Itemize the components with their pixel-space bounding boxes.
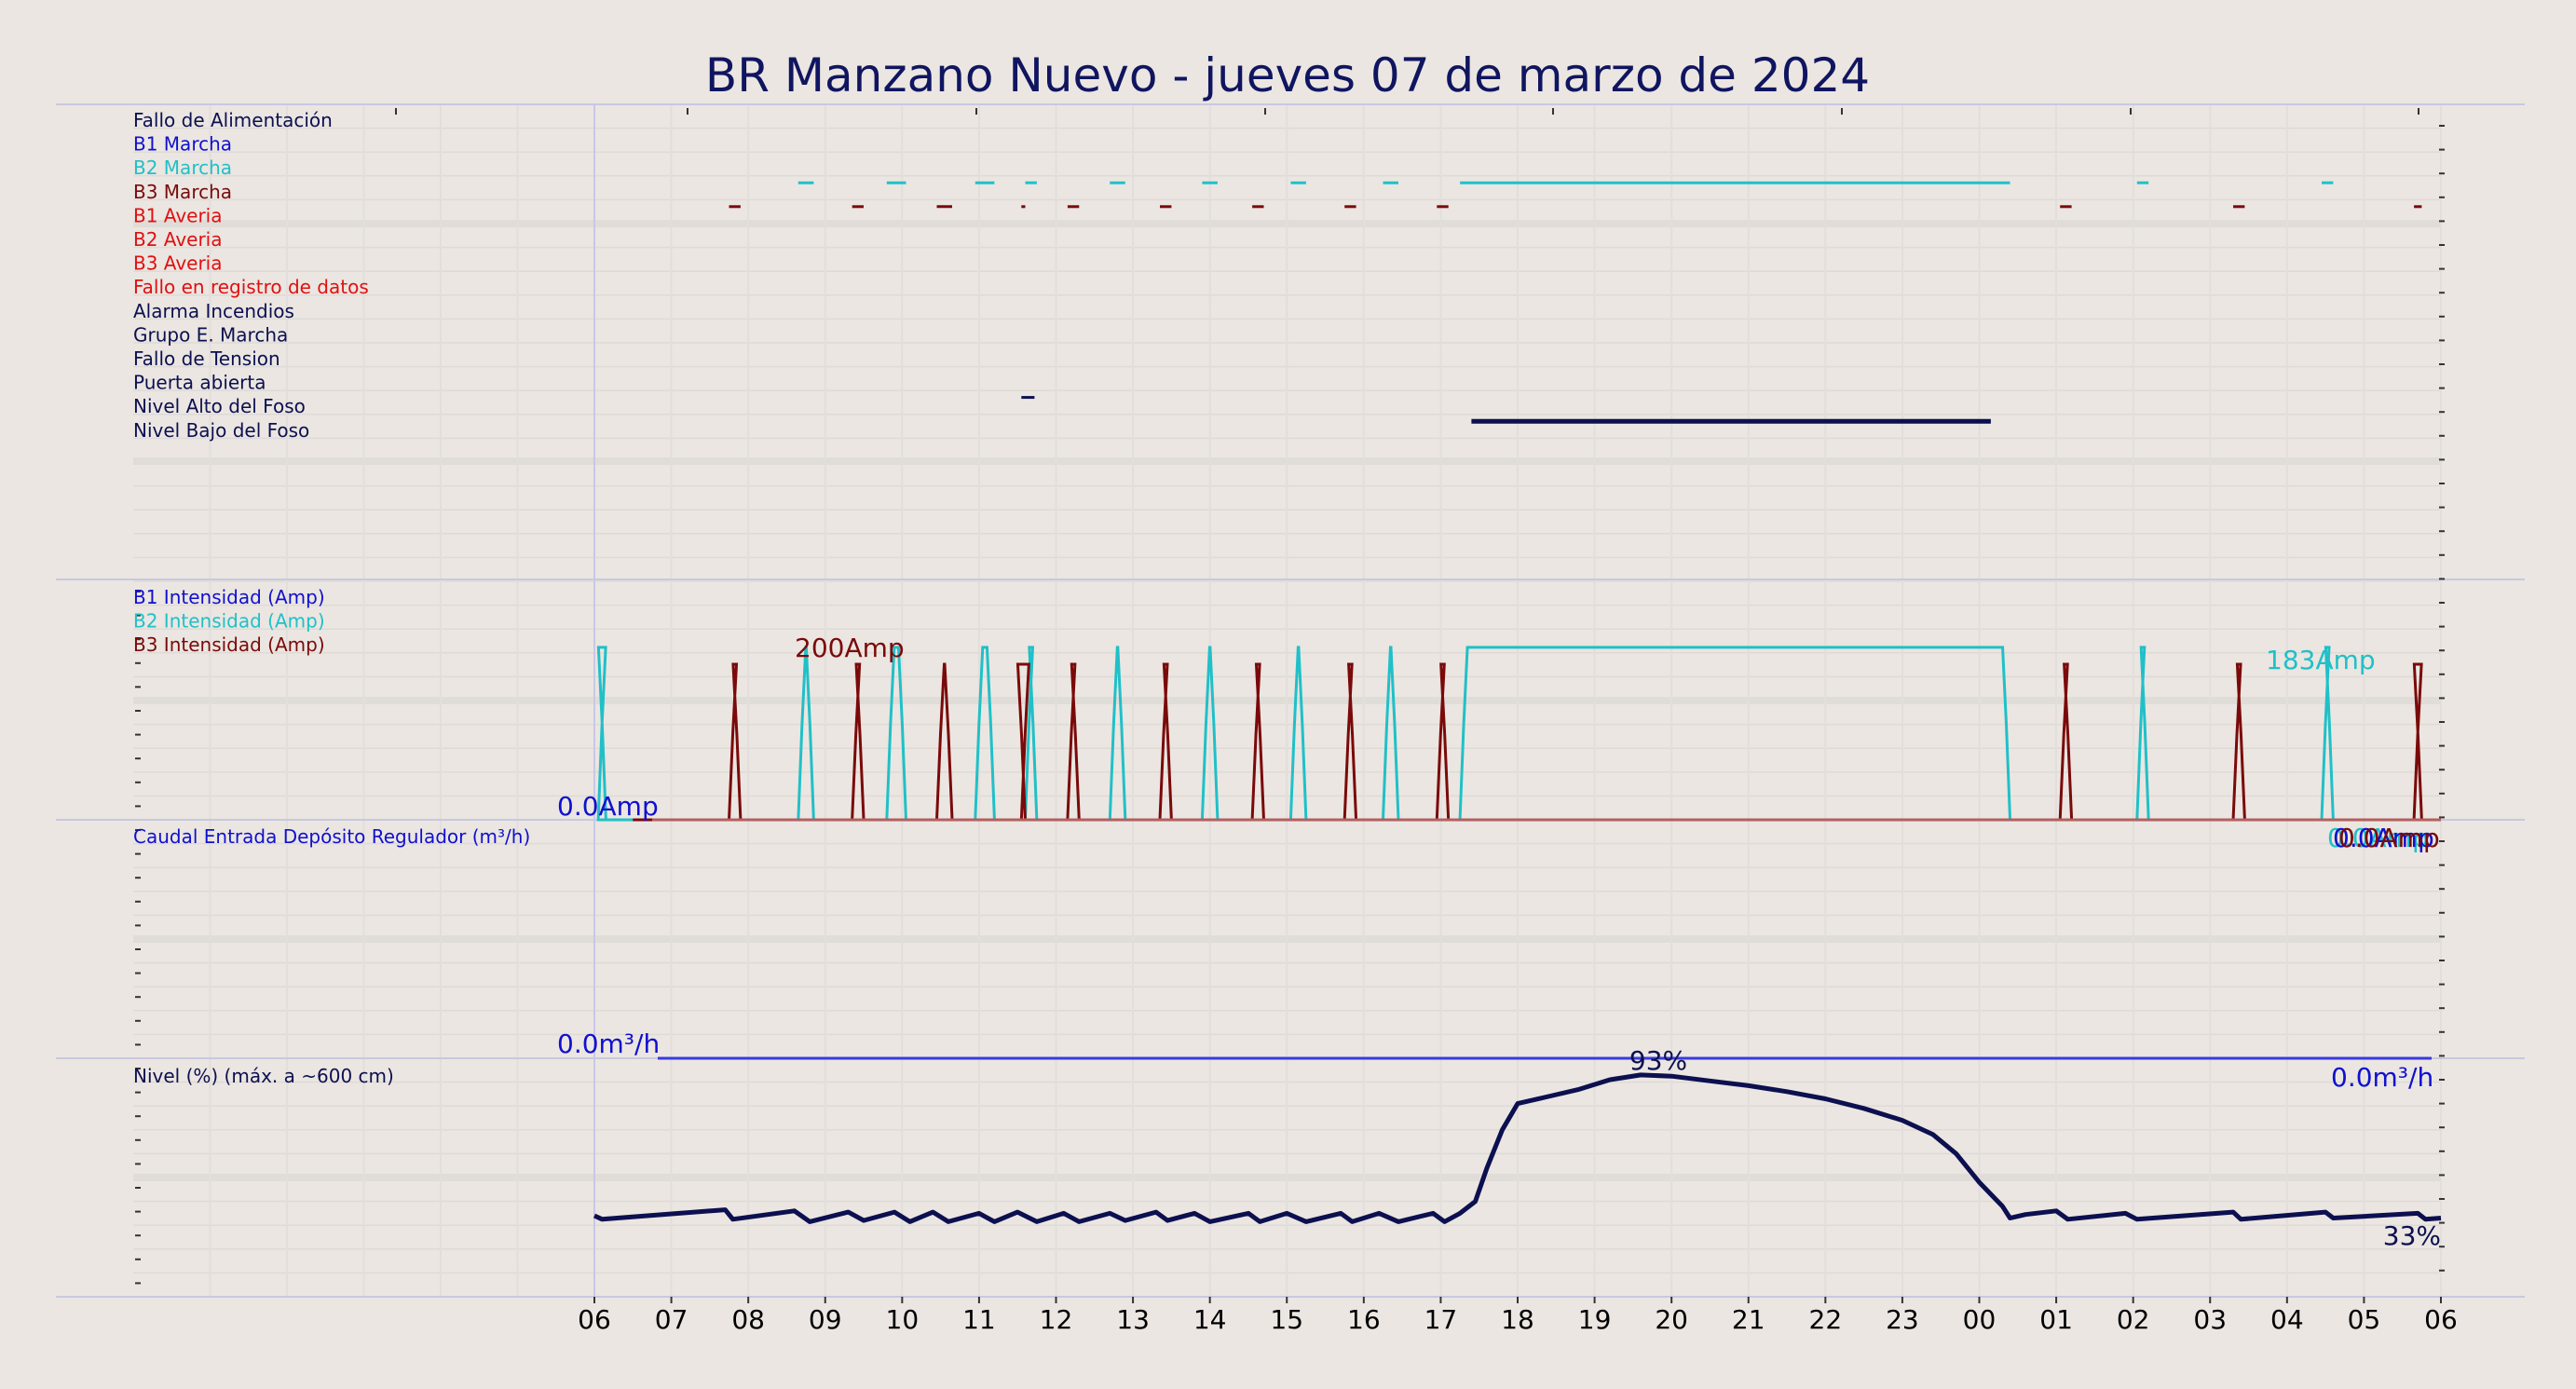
x-tick-label: 13	[1116, 1304, 1150, 1335]
zero-label: 0.0Amp	[557, 791, 659, 822]
x-tick-label: 20	[1655, 1304, 1688, 1335]
signal-label: Grupo E. Marcha	[133, 323, 288, 346]
signal-label: B2 Marcha	[133, 157, 232, 179]
level-panel: Nivel (%) (máx. a ~600 cm) 93% 33%	[133, 1045, 2442, 1251]
x-tick-label: 06	[2424, 1304, 2458, 1335]
x-tick-label: 01	[2039, 1304, 2073, 1335]
signal-label: B3 Marcha	[133, 181, 232, 203]
signal-label: Puerta abierta	[133, 372, 266, 394]
x-tick-label: 03	[2193, 1304, 2227, 1335]
end-label-b3: 0.0Amp	[2338, 823, 2440, 853]
x-tick-label: 05	[2348, 1304, 2381, 1335]
x-tick-label: 09	[809, 1304, 842, 1335]
x-tick-label: 23	[1886, 1304, 1919, 1335]
x-tick-label: 02	[2117, 1304, 2150, 1335]
x-tick-label: 15	[1270, 1304, 1303, 1335]
signal-label: B1 Averia	[133, 204, 223, 226]
x-tick-label: 08	[731, 1304, 765, 1335]
flow-zero-label: 0.0m³/h	[557, 1028, 660, 1059]
current-panel: B1 Intensidad (Amp)B2 Intensidad (Amp)B3…	[133, 586, 2441, 853]
signal-label: B1 Marcha	[133, 133, 232, 156]
x-tick-label: 00	[1963, 1304, 1997, 1335]
signal-label: Nivel Bajo del Foso	[133, 419, 309, 442]
signal-label: Fallo de Tension	[133, 347, 280, 370]
x-tick-label: 16	[1347, 1304, 1381, 1335]
x-tick-label: 06	[578, 1304, 611, 1335]
x-tick-label: 07	[655, 1304, 688, 1335]
flow-end-label: 0.0m³/h	[2331, 1062, 2433, 1093]
x-tick-label: 22	[1809, 1304, 1843, 1335]
signal-label: Fallo en registro de datos	[133, 276, 369, 298]
signal-label: B2 Averia	[133, 228, 223, 251]
x-tick-label: 17	[1424, 1304, 1458, 1335]
series-label: B1 Intensidad (Amp)	[133, 586, 325, 608]
signal-label: B3 Averia	[133, 252, 223, 275]
series-label: B3 Intensidad (Amp)	[133, 633, 325, 656]
level-max-label: 93%	[1629, 1045, 1687, 1076]
max-label-b3: 200Amp	[795, 633, 905, 663]
x-tick-label: 10	[886, 1304, 920, 1335]
x-tick-label: 04	[2270, 1304, 2304, 1335]
x-tick-label: 12	[1040, 1304, 1073, 1335]
signal-label: Nivel Alto del Foso	[133, 395, 306, 417]
chart-title: BR Manzano Nuevo - jueves 07 de marzo de…	[705, 48, 1870, 102]
end-label-b2: 0.0Amp	[2327, 823, 2429, 853]
x-tick-label: 11	[962, 1304, 996, 1335]
level-last-label: 33%	[2383, 1220, 2441, 1251]
signal-label: Fallo de Alimentación	[133, 109, 333, 131]
x-tick-label: 21	[1732, 1304, 1765, 1335]
flow-label: Caudal Entrada Depósito Regulador (m³/h)	[133, 825, 530, 848]
level-label: Nivel (%) (máx. a ~600 cm)	[133, 1065, 394, 1087]
end-label-b1: 0.0Amp	[2333, 823, 2434, 853]
signal-label: Alarma Incendios	[133, 300, 294, 322]
max-label-b2: 183Amp	[2266, 645, 2376, 675]
level-line	[593, 1072, 2442, 1224]
x-axis: 06 07 08 09 10 11 12 13 14 15 16 17 18 19 20 21 22 23 00 01…	[578, 1297, 2458, 1335]
x-tick-label: 19	[1578, 1304, 1612, 1335]
x-tick-label: 18	[1501, 1304, 1534, 1335]
flow-panel: Caudal Entrada Depósito Regulador (m³/h)…	[133, 825, 2433, 1093]
series-label: B2 Intensidad (Amp)	[133, 610, 325, 633]
x-tick-label: 14	[1193, 1304, 1227, 1335]
